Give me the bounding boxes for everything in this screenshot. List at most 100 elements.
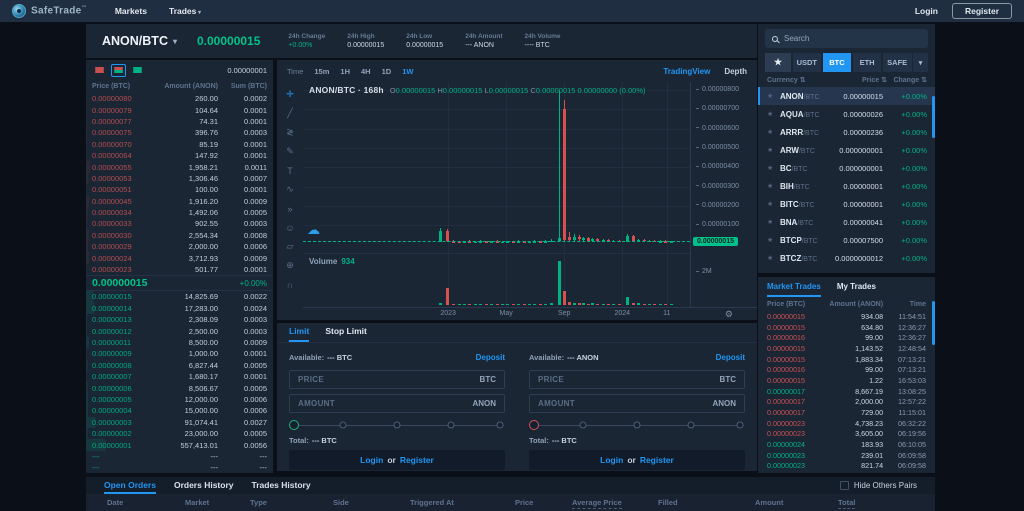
market-row[interactable]: ★ AQUA/BTC 0.00000026 +0.00%	[758, 105, 935, 123]
trades-scrollbar[interactable]	[932, 301, 935, 345]
orderbook-row[interactable]: 0.00000033 902.55 0.0003	[86, 218, 273, 230]
star-icon[interactable]: ★	[767, 237, 774, 244]
star-icon[interactable]: ★	[767, 255, 774, 262]
login-link[interactable]: Login	[914, 6, 938, 16]
buy-percent-slider[interactable]	[289, 418, 505, 432]
orderbook-row[interactable]: 0.00000024 3,712.93 0.0009	[86, 252, 273, 264]
orderbook-row[interactable]: 0.00000079 104.64 0.0001	[86, 104, 273, 116]
market-row[interactable]: ★ BC/BTC 0.000000001 +0.00%	[758, 159, 935, 177]
orders-tab-orders-history[interactable]: Orders History	[173, 479, 234, 490]
timeframe-1h[interactable]: 1H	[340, 66, 350, 76]
gear-icon[interactable]: ⚙	[724, 309, 733, 319]
orderbook-row[interactable]: --- --- ---	[86, 462, 273, 474]
slider-stop-25[interactable]	[579, 421, 587, 429]
trades-tab-my-trades[interactable]: My Trades	[836, 282, 876, 291]
orderbook-row[interactable]: 0.00000011 8,500.00 0.0009	[86, 336, 273, 349]
orderbook-row[interactable]: 0.00000008 6,827.44 0.0005	[86, 359, 273, 371]
star-icon[interactable]: ★	[767, 219, 774, 226]
orderbook-row[interactable]: 0.00000034 1,492.06 0.0005	[86, 206, 273, 219]
sell-price-input[interactable]	[530, 375, 720, 384]
slider-stop-50[interactable]	[633, 421, 641, 429]
quote-tab-usdt[interactable]: USDT	[792, 53, 822, 72]
star-icon[interactable]: ★	[767, 129, 774, 136]
nav-item-trades[interactable]: Trades ▾	[168, 6, 202, 16]
orderbook-row[interactable]: 0.00000070 85.19 0.0001	[86, 138, 273, 150]
market-row[interactable]: ★ BITC/BTC 0.00000001 +0.00%	[758, 195, 935, 213]
chart-plot[interactable]: ANON/BTC · 168h O0.00000015 H0.00000015 …	[303, 82, 757, 320]
orderbook-row[interactable]: 0.00000029 2,000.00 0.0006	[86, 241, 273, 253]
star-icon[interactable]: ★	[767, 147, 774, 154]
register-button[interactable]: Register	[951, 3, 1012, 19]
buy-price-field[interactable]: BTC	[289, 370, 505, 389]
orders-tab-trades-history[interactable]: Trades History	[251, 479, 311, 490]
orderbook-row[interactable]: 0.00000007 1,680.17 0.0001	[86, 370, 273, 383]
market-row[interactable]: ★ ARRR/BTC 0.00000236 +0.00%	[758, 123, 935, 141]
star-icon[interactable]: ★	[767, 111, 774, 118]
time-axis[interactable]: ⚙ 2023 May Sep 2024 11	[303, 307, 757, 320]
market-row[interactable]: ★ ANON/BTC 0.00000015 +0.00%	[758, 87, 935, 105]
trend-line-icon[interactable]: ╱	[287, 108, 293, 118]
orderbook-row[interactable]: 0.00000013 2,308.09 0.0003	[86, 314, 273, 326]
orderbook-row[interactable]: 0.00000077 74.31 0.0001	[86, 115, 273, 128]
markets-scrollbar[interactable]	[932, 96, 935, 138]
star-icon[interactable]: ★	[767, 201, 774, 208]
brush-icon[interactable]: ✎	[286, 146, 294, 156]
emoji-icon[interactable]: ☺	[285, 222, 295, 233]
slider-stop-75[interactable]	[687, 421, 695, 429]
slider-stop-50[interactable]	[393, 421, 401, 429]
fib-lines-icon[interactable]: ≷	[286, 127, 294, 137]
timeframe-4h[interactable]: 4H	[361, 66, 371, 76]
orderbook-row[interactable]: 0.00000064 147.92 0.0001	[86, 149, 273, 162]
orderbook-row[interactable]: 0.00000004 15,000.00 0.0006	[86, 405, 273, 417]
favorites-tab[interactable]: ★	[765, 53, 791, 72]
orderbook-row[interactable]: 0.00000080 260.00 0.0002	[86, 93, 273, 105]
orderbook-row[interactable]: 0.00000023 501.77 0.0001	[86, 263, 273, 276]
orderbook-row[interactable]: 0.00000002 23,000.00 0.0005	[86, 427, 273, 440]
star-icon[interactable]: ★	[767, 165, 774, 172]
slider-stop-75[interactable]	[447, 421, 455, 429]
quote-tab-btc[interactable]: BTC	[822, 53, 852, 72]
orderbook-row[interactable]: 0.00000003 91,074.41 0.0027	[86, 416, 273, 428]
market-search-input[interactable]	[784, 34, 921, 43]
market-search[interactable]	[765, 29, 928, 48]
orderbook-row[interactable]: 0.00000009 1,000.00 0.0001	[86, 348, 273, 360]
orderbook-row[interactable]: 0.00000012 2,500.00 0.0003	[86, 325, 273, 337]
quote-tab-safe[interactable]: SAFE	[882, 53, 912, 72]
markets-col-header[interactable]: Price ⇅	[861, 76, 887, 84]
crosshair-icon[interactable]: ✛	[286, 89, 294, 99]
market-row[interactable]: ★ BTCZ/BTC 0.0000000012 +0.00%	[758, 249, 935, 267]
price-axis[interactable]: 0.00000800 0.00000700 0.00000600 0.00000500…	[690, 82, 757, 307]
price-grouping-select[interactable]: 0.00000001	[227, 65, 267, 75]
hide-pairs-checkbox[interactable]	[839, 481, 849, 490]
zoom-in-icon[interactable]: ⊕	[286, 260, 294, 270]
buy-amount-input[interactable]	[290, 399, 473, 408]
bids-only-view-icon[interactable]	[130, 64, 145, 77]
quote-tab-eth[interactable]: ETH	[852, 53, 882, 72]
slider-stop-100[interactable]	[736, 421, 744, 429]
orderbook-row[interactable]: 0.00000075 396.76 0.0003	[86, 127, 273, 139]
sell-price-field[interactable]: BTC	[529, 370, 745, 389]
brand-logo[interactable]: SafeTrade™	[12, 4, 87, 18]
asks-only-view-icon[interactable]	[92, 64, 107, 77]
market-row[interactable]: ★ BTCP/BTC 0.00007500 +0.00%	[758, 231, 935, 249]
order-type-tab-limit[interactable]: Limit	[289, 326, 310, 342]
orderbook-row[interactable]: 0.00000005 12,000.00 0.0006	[86, 393, 273, 406]
nav-item-markets[interactable]: Markets	[114, 6, 147, 16]
market-row[interactable]: ★ BNA/BTC 0.00000041 +0.00%	[758, 213, 935, 231]
sell-amount-field[interactable]: ANON	[529, 394, 745, 413]
timeframe-15m[interactable]: 15m	[314, 66, 330, 76]
buy-deposit-link[interactable]: Deposit	[475, 352, 505, 362]
sell-deposit-link[interactable]: Deposit	[715, 352, 745, 362]
xabcd-pattern-icon[interactable]: ∿	[286, 184, 294, 194]
orderbook-row[interactable]: 0.00000006 8,506.67 0.0005	[86, 382, 273, 394]
orderbook-row[interactable]: 0.00000001 557,413.01 0.0056	[86, 439, 273, 451]
markets-col-header[interactable]: Change ⇅	[893, 76, 927, 84]
trades-tab-market-trades[interactable]: Market Trades	[767, 282, 821, 297]
slider-stop-100[interactable]	[496, 421, 504, 429]
timeframe-1d[interactable]: 1D	[381, 66, 392, 76]
markets-col-header[interactable]: Currency ⇅	[767, 76, 806, 84]
depth-link[interactable]: Depth	[724, 66, 747, 76]
orderbook-row[interactable]: 0.00000055 1,958.21 0.0011	[86, 161, 273, 173]
slider-stop-25[interactable]	[339, 421, 347, 429]
slider-stop-0[interactable]	[289, 420, 299, 430]
